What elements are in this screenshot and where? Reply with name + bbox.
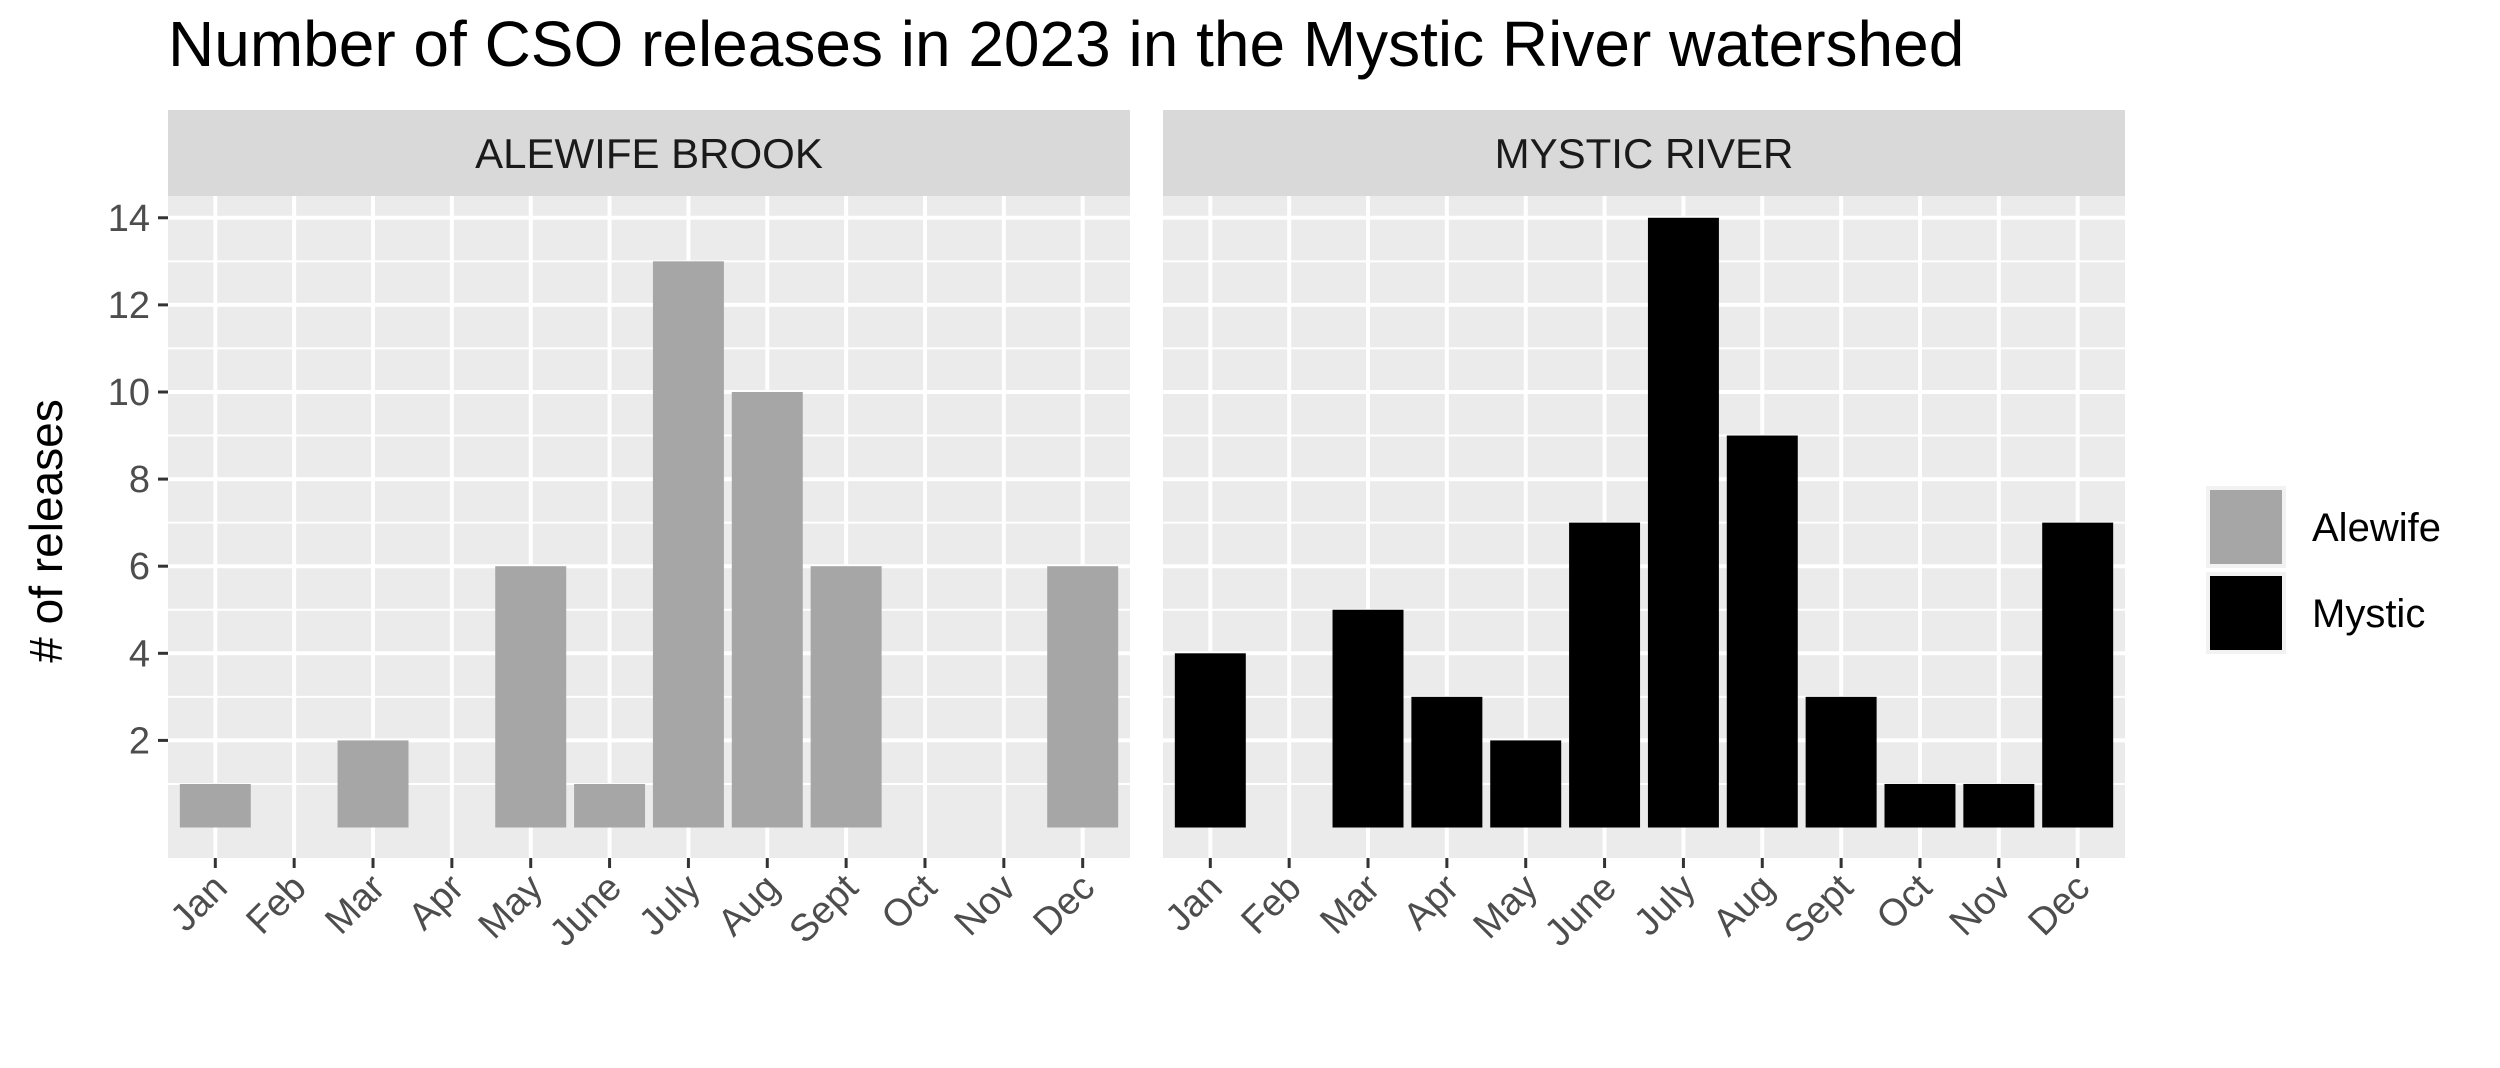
x-tick-label: Mar [1312,866,1388,942]
bar-mystic-june [1569,522,1641,828]
y-tick-label: 2 [129,720,150,762]
x-tick-label: Dec [2021,867,2098,944]
x-tick-label: June [1537,867,1625,955]
x-tick-label: Oct [874,866,946,938]
x-tick-label: Apr [1396,866,1468,938]
legend: Alewife Mystic [2206,486,2441,654]
x-tick-label: Feb [239,867,315,943]
bar-alewife-mar [337,740,409,828]
x-tick-label: Jan [163,867,236,940]
y-tick-label: 14 [108,198,150,240]
x-tick-label: Dec [1026,867,1103,944]
legend-key-alewife [2210,490,2282,564]
x-tick-label: May [471,867,551,947]
x-tick-label: Nov [947,867,1024,944]
x-tick-label: Aug [710,867,788,945]
legend-label-mystic: Mystic [2312,592,2425,636]
x-tick-label: May [1466,867,1546,947]
bar-mystic-aug [1726,435,1798,828]
x-tick-label: July [1626,867,1703,944]
facet-strip [168,110,1130,196]
bar-mystic-jan [1174,653,1246,828]
bar-mystic-sept [1805,696,1877,828]
bar-mystic-oct [1884,783,1956,828]
bar-mystic-dec [2042,522,2114,828]
y-tick-label: 4 [129,633,150,675]
bar-alewife-jan [179,783,251,828]
bar-alewife-may [495,566,567,828]
panel-background [168,196,1130,858]
chart-title: Number of CSO releases in 2023 in the My… [168,8,1964,80]
x-tick-label: Oct [1869,866,1941,938]
x-tick-label: July [631,867,708,944]
bar-alewife-july [652,261,724,828]
bar-mystic-apr [1411,696,1483,828]
y-axis-title: # of releases [20,399,72,662]
facet-strip-label: MYSTIC RIVER [1495,130,1794,177]
legend-label-alewife: Alewife [2312,506,2441,550]
x-tick-label: Aug [1705,867,1783,945]
y-tick-label: 10 [108,372,150,414]
bar-alewife-aug [731,391,803,828]
x-tick-label: Jan [1158,867,1231,940]
legend-key-mystic [2210,576,2282,650]
bar-mystic-may [1490,740,1562,828]
x-tick-label: Apr [401,866,473,938]
x-tick-label: Nov [1942,867,2019,944]
y-tick-label: 6 [129,546,150,588]
x-tick-label: Sept [782,866,867,951]
bar-alewife-june [574,783,646,828]
bar-alewife-sept [810,566,882,828]
facet-strip [1163,110,2125,196]
facet-strip-label: ALEWIFE BROOK [475,130,823,177]
y-tick-label: 12 [108,285,150,327]
x-tick-label: Sept [1777,866,1862,951]
x-tick-label: Mar [317,866,393,942]
bar-mystic-july [1647,217,1719,828]
x-tick-label: June [542,867,630,955]
y-tick-label: 8 [129,459,150,501]
bar-mystic-mar [1332,609,1404,828]
panel-background [1163,196,2125,858]
x-tick-label: Feb [1234,867,1310,943]
bar-alewife-dec [1047,566,1119,828]
bar-mystic-nov [1963,783,2035,828]
